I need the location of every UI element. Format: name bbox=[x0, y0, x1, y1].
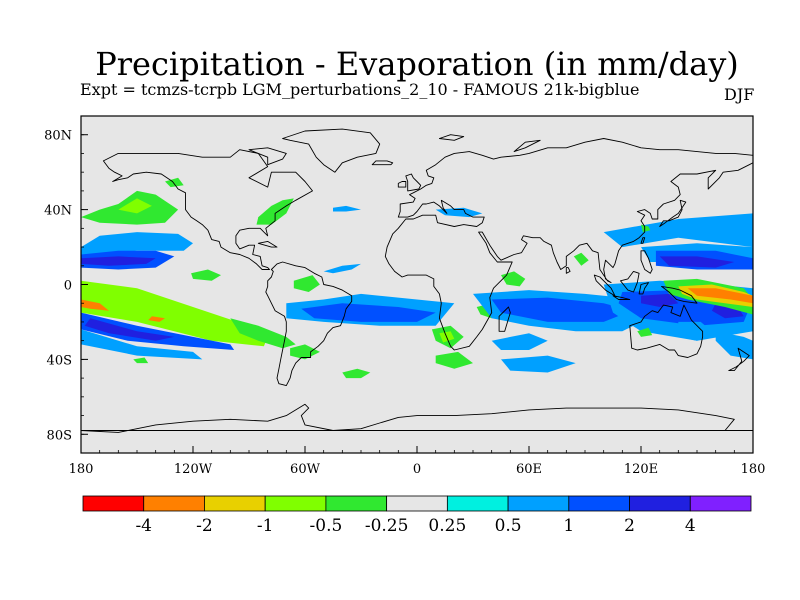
coastline-madagascar bbox=[498, 306, 511, 332]
region-s-africa-green bbox=[435, 351, 473, 369]
coastline-greenland bbox=[282, 128, 381, 173]
coastline-novaya-zemlya bbox=[513, 139, 541, 153]
x-tick-label: 120E bbox=[624, 462, 658, 477]
region-s-pacific-lightgreen bbox=[81, 280, 268, 347]
y-tick-label: 80N bbox=[44, 129, 72, 144]
region-e-pacific-green bbox=[191, 269, 221, 281]
coastline-java bbox=[612, 295, 631, 300]
region-w-pacific-cyan bbox=[603, 213, 753, 248]
colorbar-label: 1 bbox=[563, 516, 574, 536]
colorbar-label: -0.5 bbox=[310, 516, 343, 536]
colorbar-label: -0.25 bbox=[365, 516, 409, 536]
coastline-borneo bbox=[620, 270, 640, 293]
y-tick-label: 40S bbox=[47, 353, 72, 368]
region-bay-bengal-green bbox=[573, 252, 589, 266]
colorbar-label: -1 bbox=[257, 516, 274, 536]
x-tick-label: 180 bbox=[741, 462, 766, 477]
chart-title: Precipitation - Evaporation (in mm/day) bbox=[95, 45, 739, 83]
region-atlantic-green-eq bbox=[293, 275, 320, 292]
colorbar-swatch bbox=[629, 495, 691, 512]
colorbar-label: -2 bbox=[196, 516, 213, 536]
region-s-pacific-blue-band bbox=[81, 312, 235, 350]
coastline-eurasia-africa bbox=[384, 138, 753, 351]
colorbar-swatch bbox=[386, 495, 448, 512]
map-axes: 180 120W 60W 0 60E 120E 180 80N 40N 0 40S 80S bbox=[44, 115, 766, 477]
region-n-pacific-cyan-band bbox=[81, 232, 193, 255]
region-ne-pacific-green bbox=[165, 177, 184, 188]
coastline-new-zealand bbox=[728, 347, 750, 372]
chart-subtitle: Expt = tcmzs-tcrpb LGM_perturbations_2_1… bbox=[80, 80, 640, 99]
colorbar-swatch bbox=[143, 495, 205, 512]
region-n-atlantic-cyan bbox=[333, 205, 361, 212]
y-tick-label: 80S bbox=[47, 428, 72, 443]
colorbar-label: 0.5 bbox=[495, 516, 522, 536]
colorbar-label: 0.25 bbox=[428, 516, 466, 536]
colorbar-swatch bbox=[689, 495, 752, 512]
region-s-pacific-orange bbox=[81, 299, 109, 311]
season-label: DJF bbox=[724, 85, 755, 104]
x-tick-label: 120W bbox=[174, 462, 213, 477]
region-arabian-green bbox=[501, 271, 526, 287]
coastline-svalbard bbox=[438, 134, 465, 141]
coastline-japan bbox=[659, 199, 687, 227]
region-s-pacific-orange-spot bbox=[148, 316, 165, 322]
colorbar-label: 4 bbox=[685, 516, 696, 536]
coastline-north-america bbox=[102, 149, 313, 270]
region-indian-ocean-blue bbox=[491, 297, 632, 322]
region-w-pacific-dark bbox=[659, 256, 735, 268]
region-n-pacific-lightgreen-40n bbox=[118, 198, 152, 214]
coastline-antarctica bbox=[81, 403, 753, 433]
y-tick-label: 0 bbox=[64, 279, 72, 294]
coastline-iceland bbox=[371, 160, 394, 166]
contour-fields bbox=[81, 177, 753, 379]
x-tick-label: 0 bbox=[413, 462, 421, 477]
coastline-new-guinea bbox=[661, 285, 698, 304]
colorbar-swatch bbox=[446, 495, 509, 512]
y-tick-label: 40N bbox=[44, 204, 72, 219]
coastline-sulawesi bbox=[638, 282, 649, 295]
region-w-pacific-orange bbox=[687, 288, 753, 304]
coastline-ireland bbox=[397, 181, 407, 188]
region-med-cyan bbox=[435, 207, 483, 218]
coastline-uk bbox=[405, 173, 422, 192]
region-s-pacific-cyan bbox=[81, 329, 203, 360]
x-tick-label: 60E bbox=[516, 462, 542, 477]
colorbar-swatch bbox=[204, 495, 266, 512]
colorbar-swatch bbox=[264, 495, 327, 512]
region-s-atlantic-blue-band bbox=[301, 303, 436, 322]
colorbar-label: 2 bbox=[624, 516, 635, 536]
region-atlantic-cyan-15n bbox=[323, 263, 361, 274]
region-s-pacific-green-spot bbox=[133, 357, 149, 364]
colorbar-label: -4 bbox=[135, 516, 152, 536]
region-s-indian-cyan bbox=[501, 355, 576, 373]
coastline-philippines bbox=[640, 250, 653, 274]
region-n-pacific-dark-blue bbox=[81, 256, 156, 266]
region-japan-green bbox=[641, 224, 651, 233]
colorbar-swatch bbox=[325, 495, 388, 512]
coastline-sri-lanka bbox=[565, 267, 571, 274]
region-s-atlantic-green bbox=[290, 344, 320, 360]
colorbar: -4 -2 -1 -0.5 -0.25 0.25 0.5 1 2 4 bbox=[82, 495, 752, 536]
coastline-cuba bbox=[257, 240, 278, 248]
coastline-australia bbox=[629, 304, 704, 358]
coastline-baffin-island bbox=[248, 147, 287, 166]
region-coral-green bbox=[637, 327, 653, 337]
region-s-pacific-dark-blue bbox=[84, 318, 175, 341]
region-s-atlantic-green-2 bbox=[342, 368, 371, 379]
region-w-pacific-dark-s bbox=[641, 293, 679, 307]
coastline-taiwan bbox=[640, 237, 646, 244]
region-n-america-green bbox=[256, 198, 294, 225]
colorbar-swatch bbox=[568, 495, 630, 512]
coastline-south-america bbox=[265, 261, 353, 387]
colorbar-swatch bbox=[507, 495, 570, 512]
coastlines bbox=[81, 128, 753, 433]
colorbar-swatch bbox=[82, 495, 145, 512]
x-tick-label: 60W bbox=[290, 462, 321, 477]
region-indian-ocean-cyan-2 bbox=[491, 333, 548, 350]
x-tick-label: 180 bbox=[69, 462, 94, 477]
region-se-australia-cyan bbox=[678, 321, 712, 341]
region-s-america-green bbox=[230, 318, 296, 349]
